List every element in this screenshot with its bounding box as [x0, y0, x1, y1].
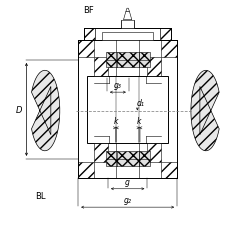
- Polygon shape: [84, 29, 95, 41]
- Polygon shape: [94, 57, 108, 77]
- Polygon shape: [160, 41, 176, 57]
- Bar: [105, 53, 149, 68]
- Polygon shape: [123, 13, 131, 21]
- Text: BF: BF: [83, 6, 93, 15]
- Text: g₂: g₂: [123, 196, 131, 204]
- Text: g: g: [125, 177, 130, 186]
- Text: D: D: [15, 105, 22, 114]
- Polygon shape: [147, 57, 160, 77]
- Polygon shape: [125, 9, 129, 13]
- Polygon shape: [78, 41, 94, 57]
- Polygon shape: [78, 41, 176, 179]
- Polygon shape: [121, 21, 134, 29]
- Polygon shape: [159, 29, 171, 41]
- Polygon shape: [95, 29, 159, 41]
- Bar: [105, 152, 149, 167]
- Polygon shape: [160, 163, 176, 179]
- Polygon shape: [78, 163, 94, 179]
- Text: BL: BL: [35, 191, 45, 200]
- Text: k: k: [113, 117, 117, 125]
- Polygon shape: [31, 71, 60, 151]
- Text: k: k: [137, 117, 141, 125]
- Text: d₁: d₁: [136, 99, 144, 108]
- Polygon shape: [147, 143, 160, 163]
- Polygon shape: [102, 33, 152, 41]
- Text: g₃: g₃: [113, 81, 121, 90]
- Polygon shape: [94, 143, 108, 163]
- Polygon shape: [190, 71, 218, 151]
- Polygon shape: [87, 77, 167, 143]
